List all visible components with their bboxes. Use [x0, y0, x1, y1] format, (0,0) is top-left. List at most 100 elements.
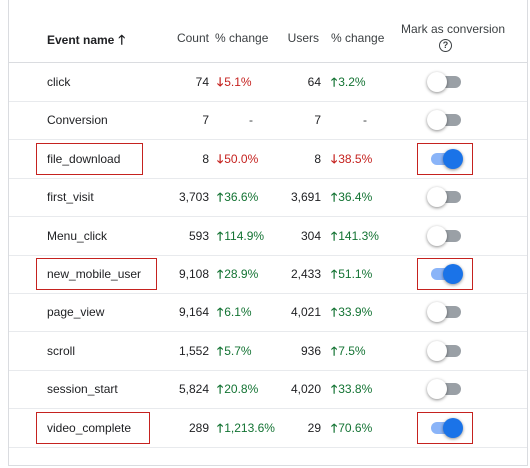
- table-row: first_visit 3,703 🡑36.6% 3,691 🡑36.4%: [9, 178, 527, 218]
- count-change-cell-value: 5.7%: [224, 343, 252, 358]
- users-change-cell-value: 33.8%: [338, 382, 373, 397]
- count-change-cell: 🡓50.0%: [217, 140, 281, 178]
- arrow-up-icon: 🡑: [331, 228, 338, 243]
- arrow-up-icon: 🡑: [217, 420, 224, 435]
- toggle-knob: [427, 302, 447, 323]
- toggle-knob: [427, 72, 447, 92]
- mark-as-conversion-toggle[interactable]: [427, 417, 463, 438]
- event-name-cell: scroll: [47, 343, 76, 358]
- users-change-cell-value: 7.5%: [338, 343, 366, 358]
- users-cell: 4,021: [290, 305, 321, 320]
- users-change-cell: 🡑51.1%: [331, 255, 401, 293]
- users-change-cell: 🡑70.6%: [331, 409, 401, 447]
- toggle-knob: [427, 340, 447, 361]
- highlight-box-toggle: [417, 258, 473, 290]
- users-change-cell: 🡑33.9%: [331, 293, 401, 331]
- users-change-cell: 🡓38.5%: [331, 140, 401, 178]
- column-header-count-change[interactable]: % change: [215, 31, 269, 45]
- help-icon[interactable]: ?: [439, 39, 452, 52]
- users-change-cell: 🡑36.4%: [331, 178, 401, 216]
- table-row: page_view 9,164 🡑6.1% 4,021 🡑33.9%: [9, 293, 527, 333]
- events-table: Event name 🡑 Count % change Users % chang…: [8, 0, 528, 466]
- arrow-up-icon: 🡑: [217, 343, 224, 358]
- count-change-cell: 🡑5.7%: [217, 332, 281, 370]
- users-change-cell-value: 33.9%: [338, 305, 373, 320]
- count-change-cell: 🡑1,213.6%: [217, 409, 281, 447]
- count-change-cell: 🡑6.1%: [217, 293, 281, 331]
- event-name-cell: session_start: [47, 382, 118, 397]
- mark-as-conversion-toggle[interactable]: [427, 379, 461, 400]
- count-change-cell-value: 36.6%: [224, 190, 259, 205]
- table-row: click 74 🡓5.1% 64 🡑3.2%: [9, 63, 527, 102]
- count-change-cell-value: -: [249, 113, 253, 128]
- highlight-box-toggle: [417, 411, 473, 444]
- arrow-up-icon: 🡑: [331, 75, 338, 89]
- table-row: Conversion 7 - 7 -: [9, 101, 527, 141]
- count-change-cell-value: 28.9%: [224, 267, 259, 281]
- users-change-cell-value: 38.5%: [338, 151, 373, 166]
- count-cell: 289: [188, 420, 209, 435]
- column-header-event-name[interactable]: Event name 🡑: [47, 31, 125, 53]
- arrow-up-icon: 🡑: [217, 305, 224, 320]
- table-row: new_mobile_user 9,108 🡑28.9% 2,433 🡑51.1%: [9, 255, 527, 294]
- table-row: video_complete 289 🡑1,213.6% 29 🡑70.6%: [9, 409, 527, 448]
- count-cell: 5,824: [178, 382, 209, 397]
- table-row: scroll 1,552 🡑5.7% 936 🡑7.5%: [9, 332, 527, 371]
- count-change-cell-value: 5.1%: [224, 75, 252, 89]
- column-header-mark-as-conversion: Mark as conversion: [400, 22, 506, 36]
- arrow-up-icon: 🡑: [331, 420, 338, 435]
- users-change-cell: 🡑3.2%: [331, 63, 401, 101]
- count-change-cell-value: 114.9%: [224, 228, 265, 243]
- mark-as-conversion-toggle[interactable]: [427, 187, 461, 208]
- arrow-up-icon: 🡑: [331, 190, 338, 205]
- count-change-cell: 🡑20.8%: [217, 370, 281, 408]
- highlight-box-event-name: [36, 142, 143, 175]
- column-header-users-change[interactable]: % change: [331, 31, 385, 45]
- users-cell: 304: [300, 228, 321, 243]
- toggle-knob: [443, 148, 463, 169]
- mark-as-conversion-toggle[interactable]: [427, 110, 461, 131]
- mark-as-conversion-toggle[interactable]: [427, 225, 461, 246]
- arrow-down-icon: 🡓: [331, 151, 338, 166]
- table-row: Menu_click 593 🡑114.9% 304 🡑141.3%: [9, 217, 527, 256]
- users-change-cell-value: 51.1%: [338, 267, 373, 281]
- event-name-cell: file_download: [47, 151, 121, 166]
- count-change-cell: 🡑114.9%: [217, 217, 281, 255]
- event-name-cell: video_complete: [47, 420, 132, 435]
- highlight-box-event-name: [36, 411, 150, 444]
- count-change-cell: 🡓5.1%: [217, 63, 281, 101]
- event-name-header-label: Event name: [47, 33, 115, 47]
- arrow-up-icon: 🡑: [331, 382, 338, 397]
- mark-as-conversion-toggle[interactable]: [427, 340, 461, 361]
- users-change-cell: 🡑33.8%: [331, 370, 401, 408]
- table-row: file_download 8 🡓50.0% 8 🡓38.5%: [9, 140, 527, 179]
- count-cell: 593: [188, 228, 209, 243]
- mark-as-conversion-toggle[interactable]: [427, 264, 463, 284]
- highlight-box-event-name: [36, 258, 157, 290]
- users-change-cell-value: 36.4%: [338, 190, 373, 205]
- count-cell: 9,164: [178, 305, 209, 320]
- arrow-up-icon: 🡑: [331, 343, 338, 358]
- mark-as-conversion-toggle[interactable]: [427, 148, 463, 169]
- column-header-users[interactable]: Users: [287, 31, 319, 45]
- count-change-cell: 🡑28.9%: [217, 255, 281, 293]
- mark-as-conversion-toggle[interactable]: [427, 72, 461, 92]
- users-change-cell-value: -: [363, 113, 367, 128]
- toggle-knob: [427, 379, 447, 400]
- count-change-cell-value: 6.1%: [224, 305, 252, 320]
- count-change-cell-value: 20.8%: [224, 382, 259, 397]
- toggle-knob: [443, 417, 463, 438]
- users-cell: 936: [300, 343, 321, 358]
- table-row: session_start 5,824 🡑20.8% 4,020 🡑33.8%: [9, 370, 527, 410]
- column-header-count[interactable]: Count: [176, 31, 209, 45]
- mark-as-conversion-toggle[interactable]: [427, 302, 461, 323]
- users-cell: 29: [307, 420, 321, 435]
- sort-ascending-icon: 🡑: [118, 32, 126, 47]
- arrow-up-icon: 🡑: [331, 267, 338, 281]
- arrow-up-icon: 🡑: [217, 267, 224, 281]
- users-cell: 64: [307, 75, 321, 89]
- arrow-up-icon: 🡑: [217, 228, 224, 243]
- count-change-cell: -: [217, 101, 313, 139]
- users-cell: 8: [314, 151, 321, 166]
- users-change-cell: -: [331, 101, 433, 139]
